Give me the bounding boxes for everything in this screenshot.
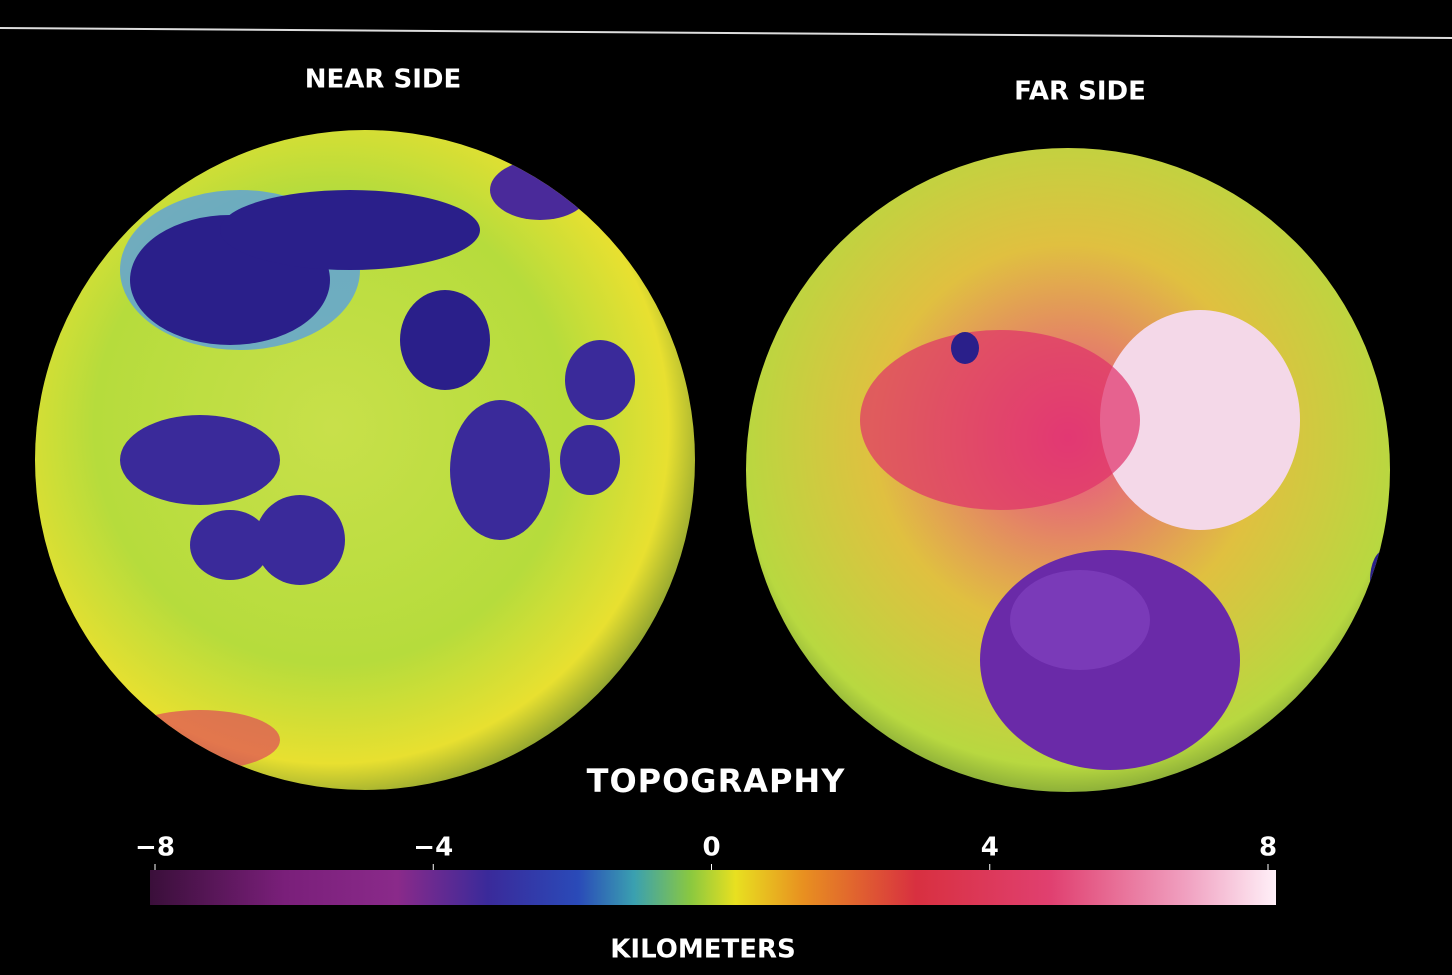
- tick-label: 8: [1259, 833, 1277, 863]
- color-scale: [150, 870, 1276, 905]
- top-rule: [0, 27, 1452, 39]
- legend-unit: KILOMETERS: [610, 935, 795, 965]
- tick-label: 4: [981, 833, 999, 863]
- far-side-map: [746, 148, 1390, 792]
- panel-title: FAR SIDE: [1014, 77, 1146, 107]
- near-side-map: [35, 130, 695, 790]
- panel-title: NEAR SIDE: [305, 65, 461, 95]
- tick-label: −8: [135, 833, 175, 863]
- tick-label: −4: [413, 833, 453, 863]
- legend-title: TOPOGRAPHY: [587, 762, 846, 800]
- tick-label: 0: [702, 833, 720, 863]
